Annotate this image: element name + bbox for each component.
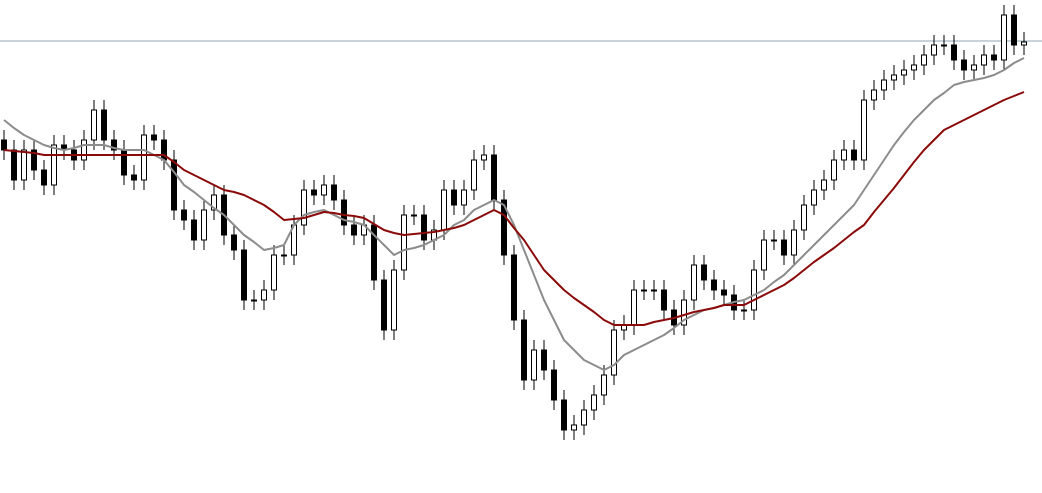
candle-body [821, 179, 827, 191]
candle-body [661, 289, 667, 311]
candle-body [381, 279, 387, 331]
candle-body [961, 59, 967, 71]
candle-body [871, 89, 877, 101]
candle-body [181, 209, 187, 221]
candle-body [11, 149, 17, 181]
candle-body [831, 159, 837, 181]
candle-body [571, 424, 577, 431]
candle-body [531, 349, 537, 381]
candle-body [231, 234, 237, 251]
candle-body [521, 319, 527, 381]
candle-body [651, 289, 657, 292]
candle-body [471, 159, 477, 191]
candle-body [541, 349, 547, 371]
candle-body [681, 299, 687, 326]
candle-body [41, 169, 47, 186]
candle-body [101, 109, 107, 141]
candle-body [511, 254, 517, 321]
candle-body [631, 289, 637, 326]
candle-body [411, 214, 417, 217]
candle-body [211, 194, 217, 211]
candle-body [601, 374, 607, 396]
candle-body [981, 54, 987, 66]
candle-body [401, 214, 407, 271]
candle-body [611, 329, 617, 376]
candle-body [951, 44, 957, 61]
candle-body [711, 279, 717, 291]
candle-body [591, 394, 597, 411]
candle-body [721, 289, 727, 296]
candle-body [31, 149, 37, 171]
candle-body [741, 309, 747, 312]
candle-body [461, 189, 467, 206]
candle-body [451, 189, 457, 206]
candle-body [841, 149, 847, 161]
candle-body [761, 239, 767, 271]
candle-body [141, 134, 147, 181]
ma-line [3, 91, 1025, 326]
candle-body [791, 229, 797, 256]
candle-body [901, 69, 907, 76]
candle-body [241, 249, 247, 301]
candle-body [121, 149, 127, 176]
ma-line [3, 57, 1025, 371]
candle-body [811, 189, 817, 206]
candle-body [781, 239, 787, 256]
candle-body [941, 44, 947, 47]
candle-body [1, 139, 7, 151]
candle-body [931, 44, 937, 56]
candle-body [311, 189, 317, 196]
candle-body [341, 199, 347, 226]
candle-body [191, 219, 197, 241]
candle-body [251, 299, 257, 302]
candle-body [201, 209, 207, 241]
candle-body [1001, 14, 1007, 61]
candle-body [391, 269, 397, 331]
candle-body [851, 149, 857, 161]
candle-body [351, 224, 357, 236]
candle-body [491, 154, 497, 201]
candle-body [441, 189, 447, 231]
candle-body [51, 144, 57, 186]
candle-body [891, 74, 897, 81]
candle-body [881, 79, 887, 91]
candle-body [551, 369, 557, 401]
candle-body [81, 139, 87, 161]
candle-body [21, 149, 27, 181]
candle-body [131, 174, 137, 181]
candle-body [861, 99, 867, 161]
candle-body [1011, 14, 1017, 46]
candle-body [271, 254, 277, 291]
candle-body [321, 184, 327, 196]
candle-body [501, 199, 507, 256]
candle-body [691, 264, 697, 301]
candle-body [331, 184, 337, 201]
candle-body [911, 64, 917, 71]
candle-body [481, 154, 487, 161]
candle-body [801, 204, 807, 231]
candle-body [301, 189, 307, 226]
candle-body [151, 134, 157, 141]
candle-body [91, 109, 97, 141]
candle-body [281, 254, 287, 257]
candle-body [701, 264, 707, 281]
candle-body [1021, 41, 1027, 46]
candle-body [171, 159, 177, 211]
candle-body [971, 64, 977, 71]
candle-body [641, 289, 647, 292]
candle-body [261, 289, 267, 301]
candle-body [111, 139, 117, 151]
candle-body [421, 214, 427, 241]
candle-body [561, 399, 567, 431]
candle-body [751, 269, 757, 311]
candle-body [581, 409, 587, 426]
candle-body [771, 239, 777, 242]
candle-body [991, 54, 997, 61]
candle-body [921, 54, 927, 66]
